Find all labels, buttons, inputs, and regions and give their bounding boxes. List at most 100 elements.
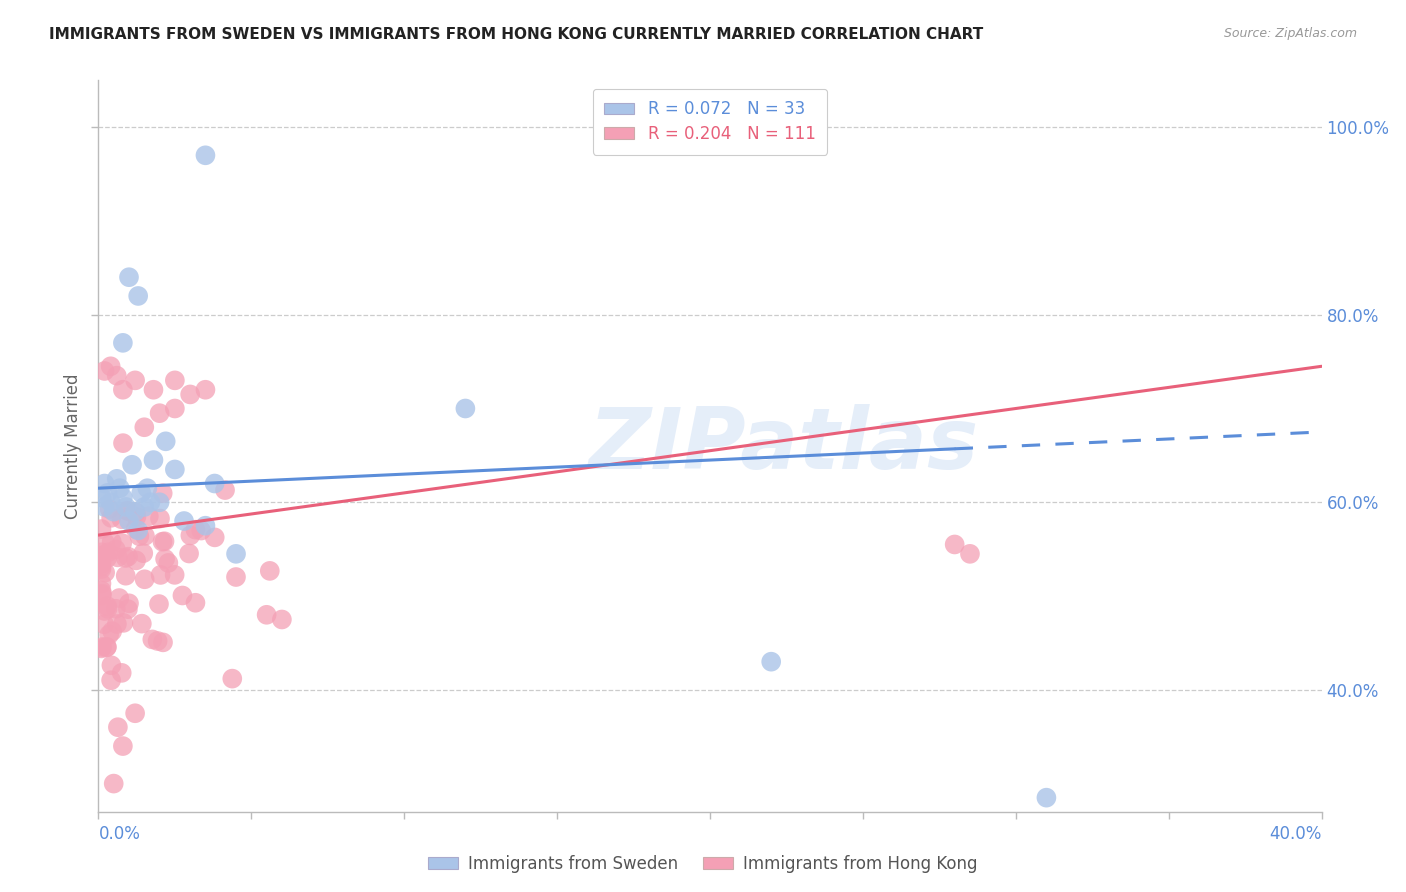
Point xyxy=(146,634,169,648)
Point xyxy=(91,549,114,563)
Point xyxy=(152,635,174,649)
Point xyxy=(105,617,128,632)
Point xyxy=(142,383,165,397)
Point xyxy=(108,591,131,605)
Point xyxy=(111,335,134,350)
Point xyxy=(128,529,150,543)
Point xyxy=(111,383,134,397)
Point xyxy=(90,576,112,591)
Point xyxy=(204,476,226,491)
Point xyxy=(96,551,118,566)
Point xyxy=(107,550,129,565)
Point xyxy=(138,509,160,524)
Point xyxy=(108,481,131,495)
Point xyxy=(153,552,176,566)
Point xyxy=(100,495,122,509)
Point xyxy=(177,547,200,561)
Point xyxy=(129,486,152,500)
Point xyxy=(124,522,146,536)
Point xyxy=(157,556,180,570)
Point xyxy=(96,640,118,655)
Point xyxy=(131,616,153,631)
Point xyxy=(93,617,115,632)
Point xyxy=(256,607,278,622)
Point xyxy=(94,535,117,549)
Point xyxy=(107,720,129,734)
Point xyxy=(103,776,125,790)
Point xyxy=(90,491,112,505)
Point xyxy=(112,615,135,630)
Point xyxy=(134,500,156,514)
Point xyxy=(104,542,127,557)
Point xyxy=(1035,790,1057,805)
Point xyxy=(127,289,149,303)
Point xyxy=(149,511,172,525)
Point xyxy=(98,628,121,642)
Point xyxy=(454,401,477,416)
Point xyxy=(142,453,165,467)
Point xyxy=(100,510,122,524)
Point xyxy=(111,491,134,505)
Point xyxy=(125,505,148,519)
Point xyxy=(132,546,155,560)
Point xyxy=(163,462,186,476)
Point xyxy=(90,559,112,574)
Point xyxy=(136,481,159,495)
Text: ZIPatlas: ZIPatlas xyxy=(588,404,979,488)
Point xyxy=(139,495,162,509)
Point xyxy=(194,383,217,397)
Text: 40.0%: 40.0% xyxy=(1270,825,1322,843)
Point xyxy=(163,401,186,416)
Point xyxy=(172,589,194,603)
Point xyxy=(155,434,177,449)
Y-axis label: Currently Married: Currently Married xyxy=(63,373,82,519)
Point xyxy=(110,512,132,526)
Point xyxy=(117,504,139,518)
Point xyxy=(100,359,122,374)
Point xyxy=(194,518,217,533)
Point xyxy=(184,596,207,610)
Point xyxy=(105,472,128,486)
Point xyxy=(93,500,115,514)
Point xyxy=(270,612,292,626)
Point xyxy=(111,436,134,450)
Point xyxy=(221,672,243,686)
Point xyxy=(104,601,127,615)
Point xyxy=(214,483,236,497)
Point xyxy=(94,566,117,580)
Point xyxy=(90,522,112,536)
Point xyxy=(759,655,782,669)
Point xyxy=(100,534,122,549)
Point xyxy=(153,534,176,549)
Point xyxy=(179,528,201,542)
Point xyxy=(141,632,163,647)
Point xyxy=(134,572,156,586)
Point xyxy=(124,373,146,387)
Point xyxy=(115,503,138,517)
Point xyxy=(117,602,139,616)
Point xyxy=(127,524,149,538)
Point xyxy=(124,505,146,519)
Point xyxy=(943,537,966,551)
Point xyxy=(91,640,114,654)
Point xyxy=(90,589,112,603)
Point xyxy=(93,364,115,378)
Point xyxy=(118,596,141,610)
Point xyxy=(163,373,186,387)
Point xyxy=(91,587,114,601)
Point xyxy=(100,673,122,688)
Point xyxy=(115,500,138,514)
Point xyxy=(93,476,115,491)
Point xyxy=(90,545,112,559)
Point xyxy=(103,505,125,519)
Point xyxy=(111,739,134,753)
Point xyxy=(125,509,148,524)
Point xyxy=(97,601,120,615)
Point xyxy=(97,486,120,500)
Point xyxy=(959,547,981,561)
Point xyxy=(149,495,172,509)
Legend: R = 0.072   N = 33, R = 0.204   N = 111: R = 0.072 N = 33, R = 0.204 N = 111 xyxy=(593,88,827,154)
Point xyxy=(163,567,186,582)
Point xyxy=(225,570,247,584)
Point xyxy=(90,562,112,576)
